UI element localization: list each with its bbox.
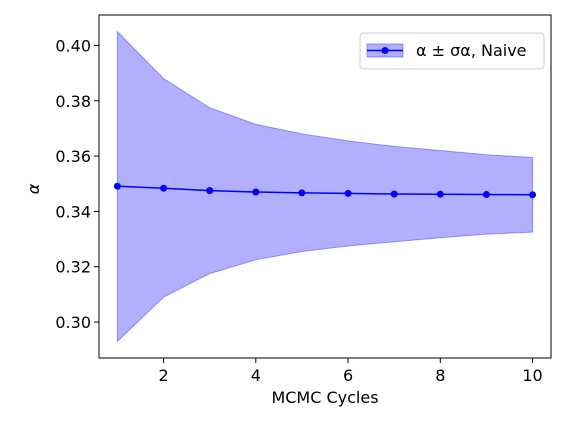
legend-label: α ± σα, Naive — [416, 41, 527, 60]
legend: α ± σα, Naive — [359, 32, 545, 70]
series-line — [117, 185, 533, 196]
axes: 2 4 6 8 10 0.30 0.32 0.34 0.36 0.38 0.40 — [55, 14, 552, 385]
y-tick-label: 0.36 — [55, 147, 91, 166]
data-point — [113, 182, 121, 190]
data-point — [482, 191, 490, 198]
data-point — [390, 190, 398, 198]
legend-marker — [381, 47, 389, 54]
x-tick-label: 10 — [522, 366, 542, 385]
x-tick-label: 2 — [158, 366, 168, 385]
plot-area — [113, 30, 537, 343]
data-point — [344, 189, 352, 197]
y-tick-label: 0.34 — [55, 202, 91, 221]
y-tick-label: 0.30 — [55, 313, 91, 332]
legend-box — [359, 32, 545, 70]
data-point — [436, 190, 444, 198]
data-point — [252, 188, 260, 196]
y-tick-label: 0.40 — [55, 36, 91, 55]
data-point — [160, 184, 168, 192]
data-point — [298, 189, 306, 197]
x-axis-label: MCMC Cycles — [271, 388, 378, 407]
x-tick-label: 6 — [343, 366, 353, 385]
y-tick-label: 0.38 — [55, 92, 91, 111]
x-tick-label: 4 — [251, 366, 261, 385]
y-tick-label: 0.32 — [55, 258, 91, 277]
data-point — [529, 191, 537, 199]
confidence-band — [116, 30, 534, 343]
y-axis-label: α — [24, 183, 43, 194]
x-tick-label: 8 — [435, 366, 445, 385]
data-point — [206, 187, 214, 195]
plot-frame — [98, 14, 552, 359]
